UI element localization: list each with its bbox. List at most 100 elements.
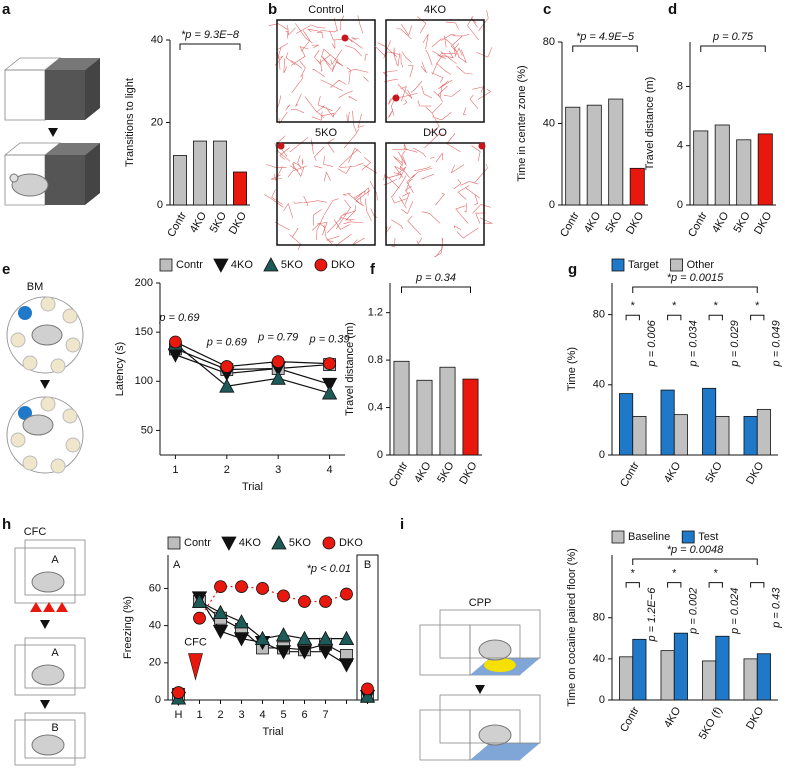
x-tick-label: DKO — [744, 705, 767, 732]
bar — [693, 130, 709, 206]
marker — [233, 632, 250, 647]
illustration-i — [419, 609, 541, 761]
annotation: *p < 0.01 — [307, 563, 351, 575]
y-tick-label: 40 — [543, 117, 555, 129]
bar — [756, 408, 771, 456]
illustration-label: CFC — [24, 526, 47, 538]
panel-letter: a — [2, 1, 11, 18]
series-line — [175, 354, 330, 385]
marker — [169, 335, 182, 349]
y-tick-label: 40 — [149, 620, 161, 632]
marker — [220, 360, 234, 373]
y-axis-label: Travel distance (m) — [644, 77, 656, 171]
x-tick-label: Contr — [618, 460, 642, 490]
p-value-label: p = 0.69 — [158, 312, 199, 324]
y-tick-label: 8 — [677, 80, 683, 92]
bracket — [708, 582, 723, 588]
marker — [275, 627, 292, 642]
x-tick-label: 3 — [275, 464, 281, 476]
significance-star: * — [672, 568, 677, 580]
series-segment — [325, 593, 347, 603]
x-tick-label: DKO — [744, 460, 767, 487]
marker — [340, 587, 353, 601]
y-tick-label: 0 — [155, 694, 161, 706]
legend-label: DKO — [331, 259, 355, 271]
bracket — [632, 286, 758, 293]
p-value-label: p = 0.006 — [646, 319, 658, 367]
track-label: 4KO — [424, 4, 446, 16]
legend-swatch — [611, 258, 625, 272]
illustration-h — [14, 539, 86, 766]
legend-swatch — [611, 530, 625, 544]
series-line — [175, 343, 330, 394]
bar — [416, 379, 433, 456]
x-tick-label: 3 — [238, 709, 244, 721]
x-tick-label: DKO — [457, 460, 480, 487]
x-axis-label: Trial — [242, 481, 263, 493]
x-tick-label: 4KO — [188, 210, 210, 235]
track-path — [374, 10, 493, 134]
bar — [192, 140, 207, 206]
x-tick-label: DKO — [624, 210, 647, 237]
panel-letter: d — [668, 1, 677, 18]
illustration-label: BM — [27, 281, 44, 293]
track-path — [383, 133, 493, 258]
bar — [629, 167, 645, 206]
shock-label: CFC — [184, 636, 207, 648]
marker — [296, 630, 313, 646]
y-tick-label: 20 — [149, 657, 161, 669]
series-segment — [262, 587, 284, 597]
x-tick-label: 1 — [172, 464, 178, 476]
bar — [757, 133, 773, 206]
x-tick-label: Contr — [686, 210, 710, 240]
marker — [359, 688, 376, 703]
bar — [232, 171, 247, 206]
p-value-label: p = 0.002 — [687, 588, 699, 635]
illustration-label: A — [51, 554, 59, 566]
track-frame — [385, 142, 485, 246]
bar — [743, 658, 758, 701]
bracket — [750, 314, 765, 321]
x-tick-label: 5 — [280, 709, 286, 721]
annotation: *p = 4.9E−5 — [576, 31, 635, 43]
x-tick-label: 5KO — [731, 210, 753, 235]
track-label: DKO — [423, 127, 447, 139]
y-tick-label: 60 — [149, 582, 161, 594]
legend-label: Contr — [176, 259, 203, 271]
marker — [254, 630, 271, 646]
x-tick-label: 5KO — [603, 210, 625, 235]
y-axis-label: Time in center zone (%) — [516, 65, 528, 181]
x-tick-label: Contr — [387, 460, 411, 490]
bar — [756, 653, 771, 701]
bar — [660, 650, 675, 701]
marker — [172, 686, 185, 699]
significance-star: * — [714, 568, 719, 580]
x-tick-label: 5KO — [435, 460, 457, 485]
significance-star: * — [714, 300, 719, 312]
marker — [323, 357, 336, 370]
series-segment — [283, 595, 305, 603]
x-tick-label: 2 — [217, 709, 223, 721]
legend-swatch — [670, 258, 683, 272]
marker — [193, 611, 206, 625]
shock-arrow — [188, 653, 203, 681]
bar — [673, 414, 688, 456]
start-dot — [277, 142, 285, 150]
bracket — [401, 286, 471, 293]
marker — [233, 614, 250, 629]
bar — [632, 638, 647, 701]
y-tick-label: 0 — [599, 694, 605, 706]
marker — [314, 258, 328, 272]
x-tick-label: Contr — [618, 705, 642, 735]
y-axis-label: Travel distance (m) — [344, 322, 356, 416]
p-value-label: p = 0.029 — [729, 320, 741, 367]
bar — [632, 415, 647, 456]
y-tick-label: 0 — [377, 449, 383, 461]
p-value-label: p = 0.034 — [687, 320, 699, 367]
marker — [321, 385, 338, 400]
y-tick-label: 0.4 — [368, 401, 383, 413]
track-frame — [276, 142, 376, 246]
bracket — [632, 558, 758, 565]
context-label: B — [364, 559, 371, 571]
